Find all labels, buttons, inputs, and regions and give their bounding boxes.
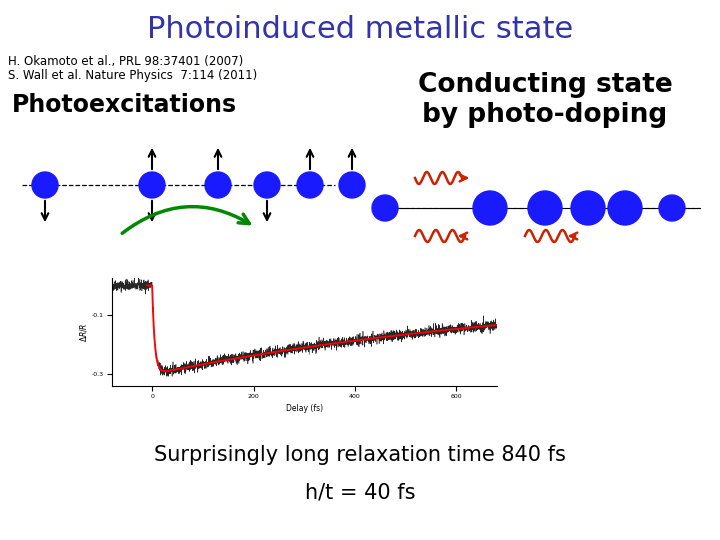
Circle shape: [608, 191, 642, 225]
Circle shape: [571, 191, 605, 225]
Text: Photoinduced metallic state: Photoinduced metallic state: [147, 16, 573, 44]
Circle shape: [254, 172, 280, 198]
Circle shape: [139, 172, 165, 198]
Circle shape: [372, 195, 398, 221]
Text: Photoexcitations: Photoexcitations: [12, 93, 237, 117]
Text: S. Wall et al. Nature Physics  7:114 (2011): S. Wall et al. Nature Physics 7:114 (201…: [8, 70, 257, 83]
Circle shape: [473, 191, 507, 225]
X-axis label: Delay (fs): Delay (fs): [286, 404, 323, 413]
Text: h/t = 40 fs: h/t = 40 fs: [305, 482, 415, 502]
FancyArrowPatch shape: [122, 207, 249, 233]
Text: H. Okamoto et al., PRL 98:37401 (2007): H. Okamoto et al., PRL 98:37401 (2007): [8, 56, 243, 69]
Circle shape: [339, 172, 365, 198]
Circle shape: [659, 195, 685, 221]
Y-axis label: $\Delta R/R$: $\Delta R/R$: [78, 322, 89, 342]
Circle shape: [205, 172, 231, 198]
Circle shape: [528, 191, 562, 225]
Text: Conducting state
by photo-doping: Conducting state by photo-doping: [418, 72, 672, 128]
Circle shape: [32, 172, 58, 198]
Circle shape: [297, 172, 323, 198]
Text: Surprisingly long relaxation time 840 fs: Surprisingly long relaxation time 840 fs: [154, 445, 566, 465]
